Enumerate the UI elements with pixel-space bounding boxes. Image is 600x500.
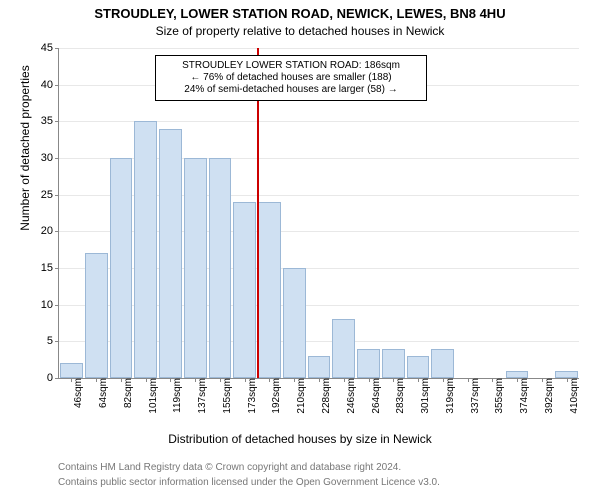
x-tick-label: 374sqm bbox=[517, 378, 530, 414]
histogram-bar bbox=[233, 202, 256, 378]
y-tick-label: 40 bbox=[41, 79, 59, 91]
y-tick-label: 15 bbox=[41, 262, 59, 274]
annotation-line: 24% of semi-detached houses are larger (… bbox=[162, 84, 420, 96]
chart-title: STROUDLEY, LOWER STATION ROAD, NEWICK, L… bbox=[0, 6, 600, 21]
x-tick-label: 155sqm bbox=[220, 378, 233, 414]
attribution-line-2: Contains public sector information licen… bbox=[58, 477, 440, 488]
histogram-bar bbox=[555, 371, 578, 378]
y-tick-label: 35 bbox=[41, 115, 59, 127]
histogram-bar bbox=[60, 363, 83, 378]
x-tick-label: 355sqm bbox=[492, 378, 505, 414]
gridline bbox=[59, 48, 579, 49]
histogram-bar bbox=[357, 349, 380, 378]
y-tick-label: 25 bbox=[41, 189, 59, 201]
annotation-line: ← 76% of detached houses are smaller (18… bbox=[162, 72, 420, 84]
histogram-bar bbox=[134, 121, 157, 378]
x-tick-label: 283sqm bbox=[393, 378, 406, 414]
x-tick-label: 392sqm bbox=[542, 378, 555, 414]
annotation-box: STROUDLEY LOWER STATION ROAD: 186sqm← 76… bbox=[155, 55, 427, 101]
x-tick-label: 82sqm bbox=[121, 378, 134, 408]
histogram-bar bbox=[209, 158, 232, 378]
y-tick-label: 45 bbox=[41, 42, 59, 54]
histogram-bar bbox=[283, 268, 306, 378]
y-tick-label: 5 bbox=[47, 335, 59, 347]
x-tick-label: 64sqm bbox=[96, 378, 109, 408]
attribution-line-1: Contains HM Land Registry data © Crown c… bbox=[58, 462, 401, 473]
x-tick-label: 46sqm bbox=[71, 378, 84, 408]
histogram-bar bbox=[382, 349, 405, 378]
histogram-bar bbox=[110, 158, 133, 378]
x-tick-label: 337sqm bbox=[468, 378, 481, 414]
x-tick-label: 192sqm bbox=[269, 378, 282, 414]
x-tick-label: 119sqm bbox=[170, 378, 183, 413]
x-tick-label: 319sqm bbox=[443, 378, 456, 414]
y-tick-label: 20 bbox=[41, 225, 59, 237]
y-axis-label: Number of detached properties bbox=[18, 0, 32, 313]
histogram-bar bbox=[308, 356, 331, 378]
x-tick-label: 264sqm bbox=[369, 378, 382, 414]
histogram-bar bbox=[407, 356, 430, 378]
x-tick-label: 410sqm bbox=[567, 378, 580, 414]
x-tick-label: 228sqm bbox=[319, 378, 332, 414]
x-tick-label: 101sqm bbox=[146, 378, 159, 414]
histogram-bar bbox=[258, 202, 281, 378]
x-tick-label: 301sqm bbox=[418, 378, 431, 414]
chart-container: STROUDLEY, LOWER STATION ROAD, NEWICK, L… bbox=[0, 0, 600, 500]
histogram-bar bbox=[85, 253, 108, 378]
x-tick-label: 173sqm bbox=[245, 378, 258, 414]
x-tick-label: 210sqm bbox=[294, 378, 307, 414]
y-tick-label: 0 bbox=[47, 372, 59, 384]
x-axis-label: Distribution of detached houses by size … bbox=[0, 432, 600, 446]
histogram-bar bbox=[431, 349, 454, 378]
y-tick-label: 10 bbox=[41, 299, 59, 311]
histogram-bar bbox=[159, 129, 182, 378]
histogram-bar bbox=[184, 158, 207, 378]
x-tick-label: 246sqm bbox=[344, 378, 357, 414]
chart-subtitle: Size of property relative to detached ho… bbox=[0, 24, 600, 38]
annotation-line: STROUDLEY LOWER STATION ROAD: 186sqm bbox=[162, 60, 420, 72]
histogram-bar bbox=[332, 319, 355, 378]
histogram-bar bbox=[506, 371, 529, 378]
x-tick-label: 137sqm bbox=[195, 378, 208, 414]
y-tick-label: 30 bbox=[41, 152, 59, 164]
